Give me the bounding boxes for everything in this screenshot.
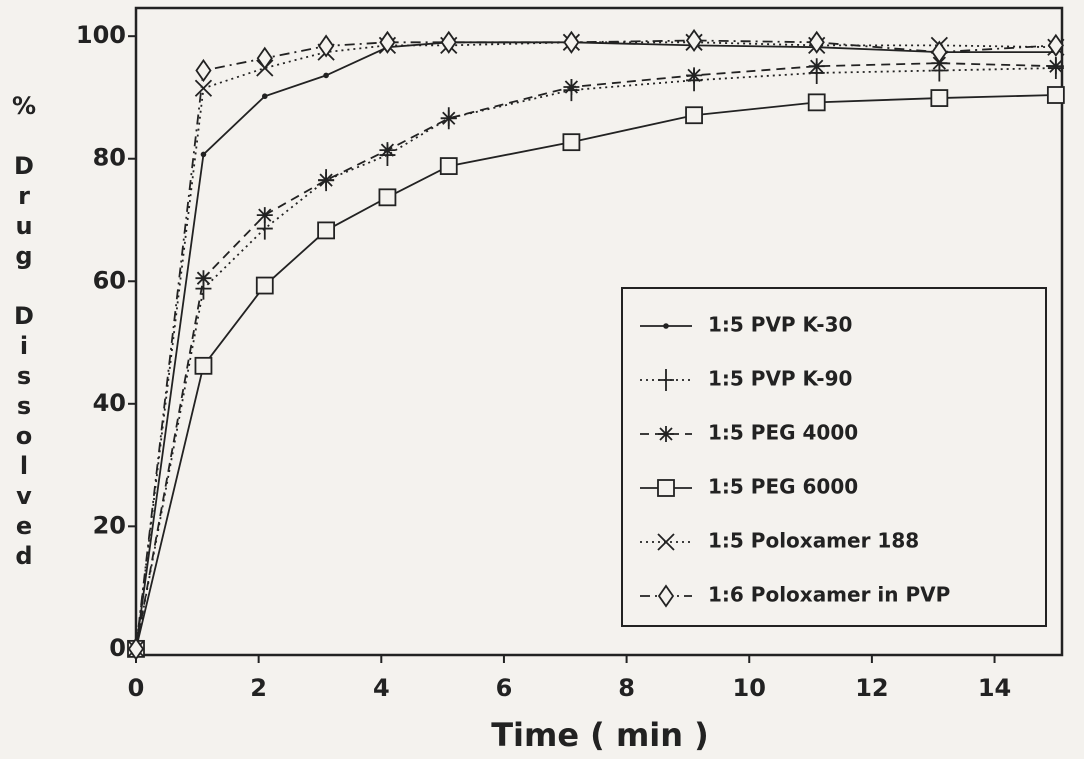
plot-frame [134,6,1064,657]
y-tick-label: 60 [93,266,126,294]
marker [318,34,335,58]
x-tick-label: 0 [128,674,145,702]
legend-box [621,287,1047,627]
x-tick-label: 2 [250,674,267,702]
marker [194,79,213,97]
legend-marker [663,323,669,329]
legend-marker [658,426,674,442]
marker [808,58,825,75]
legend-label: 1:5 PEG 6000 [708,475,858,499]
legend-marker [657,533,675,551]
x-tick-label: 8 [618,674,635,702]
marker [317,221,336,240]
marker [256,46,273,70]
marker [562,133,581,152]
marker [127,637,145,661]
marker [808,30,825,54]
marker [931,40,948,64]
y-axis-label: % Drug Dissolved [10,92,38,572]
marker [685,28,703,53]
series-line [135,62,1056,650]
marker [563,30,580,54]
marker [930,89,949,107]
legend-marker [658,369,674,391]
marker [255,276,274,295]
marker [440,30,457,54]
marker [256,207,273,224]
x-tick-label: 12 [855,674,888,702]
marker [379,30,396,54]
legend-label: 1:5 PEG 4000 [708,421,858,445]
marker [439,157,458,175]
y-tick-label: 80 [93,144,126,172]
marker [685,106,703,125]
marker [1046,86,1065,104]
legend-marker [657,479,675,497]
marker [1047,58,1064,75]
legend-label: 1:5 PVP K-90 [708,367,852,391]
marker [686,67,703,84]
legend-label: 1:5 PVP K-30 [708,313,852,337]
marker [195,58,212,83]
legend-marker [657,584,675,608]
marker [200,151,207,158]
marker [440,110,457,127]
series-line [135,67,1056,650]
x-axis-label: Time ( min ) [491,716,709,754]
marker [563,79,580,96]
marker [323,72,329,79]
marker [194,356,213,375]
marker [195,270,212,287]
legend-label: 1:6 Poloxamer in PVP [708,583,950,607]
marker [807,93,826,112]
marker [379,142,396,159]
marker [378,188,397,207]
marker [318,172,335,189]
x-tick-label: 4 [373,674,390,702]
y-tick-label: 40 [93,389,126,417]
y-tick-label: 100 [76,21,126,49]
legend-label: 1:5 Poloxamer 188 [708,529,919,553]
y-tick-label: 0 [109,634,126,662]
x-tick-label: 6 [496,674,513,702]
y-tick-label: 20 [93,511,126,539]
x-tick-label: 14 [978,674,1011,702]
x-tick-label: 10 [733,674,766,702]
marker [261,93,268,100]
marker [1047,33,1064,57]
